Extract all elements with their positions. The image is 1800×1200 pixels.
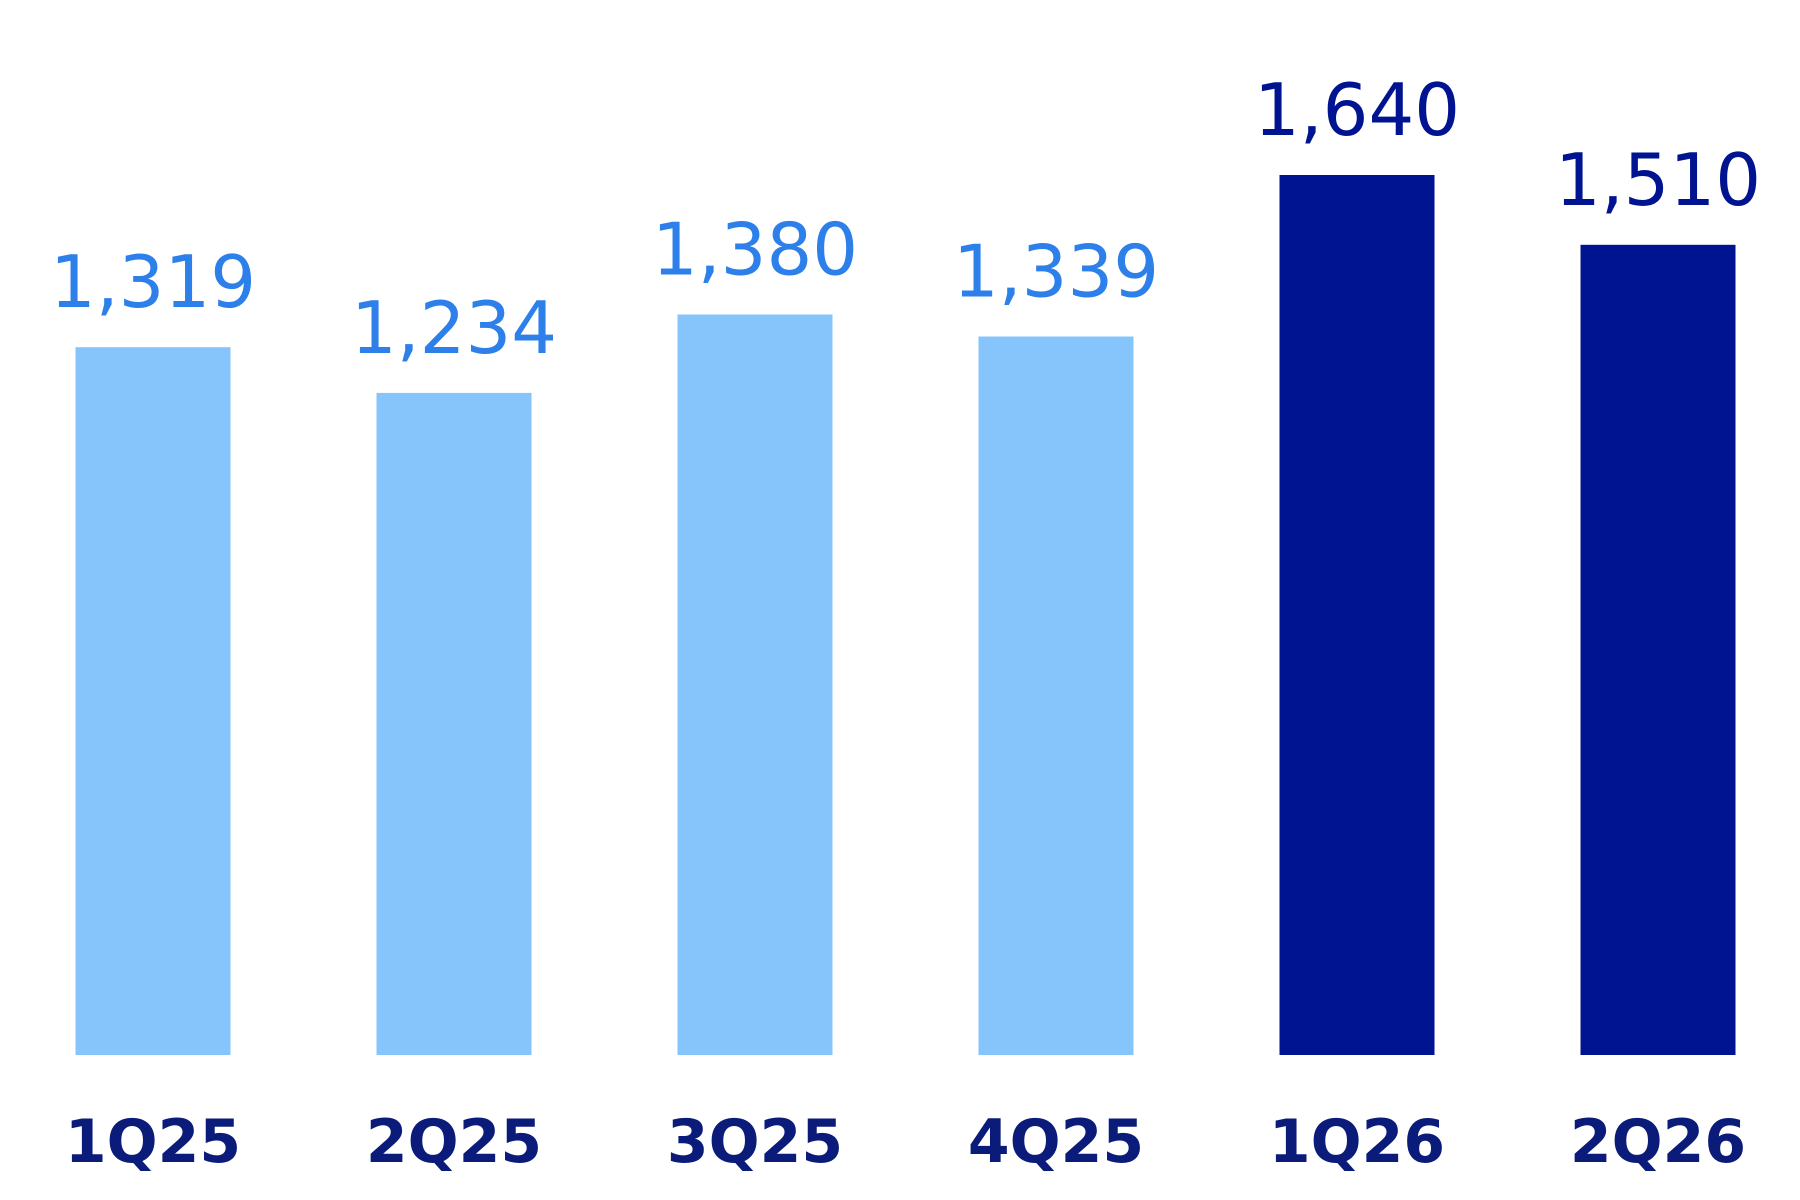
bar-2q26: [1580, 244, 1736, 1056]
bar-4q25: [978, 336, 1134, 1055]
value-label-3q25: 1,380: [652, 208, 858, 292]
category-label-1q26: 1Q26: [1269, 1107, 1445, 1177]
category-labels-group: 1Q25 2Q25 3Q25 4Q25 1Q26 2Q26: [65, 1107, 1746, 1177]
category-label-2q25: 2Q25: [366, 1107, 542, 1177]
category-label-4q25: 4Q25: [968, 1107, 1144, 1177]
bar-1q26: [1279, 175, 1435, 1055]
value-label-1q26: 1,640: [1254, 68, 1460, 152]
value-label-4q25: 1,339: [953, 230, 1159, 314]
category-label-3q25: 3Q25: [667, 1107, 843, 1177]
bar-1q25: [75, 347, 231, 1055]
value-label-1q25: 1,319: [50, 240, 256, 324]
bars-group: [75, 175, 1736, 1056]
bar-3q25: [677, 314, 833, 1055]
category-label-1q25: 1Q25: [65, 1107, 241, 1177]
category-label-2q26: 2Q26: [1570, 1107, 1746, 1177]
value-labels-group: 1,319 1,234 1,380 1,339 1,640 1,510: [50, 68, 1761, 370]
value-label-2q25: 1,234: [351, 286, 557, 370]
bar-2q25: [376, 392, 532, 1055]
value-label-2q26: 1,510: [1555, 138, 1761, 222]
